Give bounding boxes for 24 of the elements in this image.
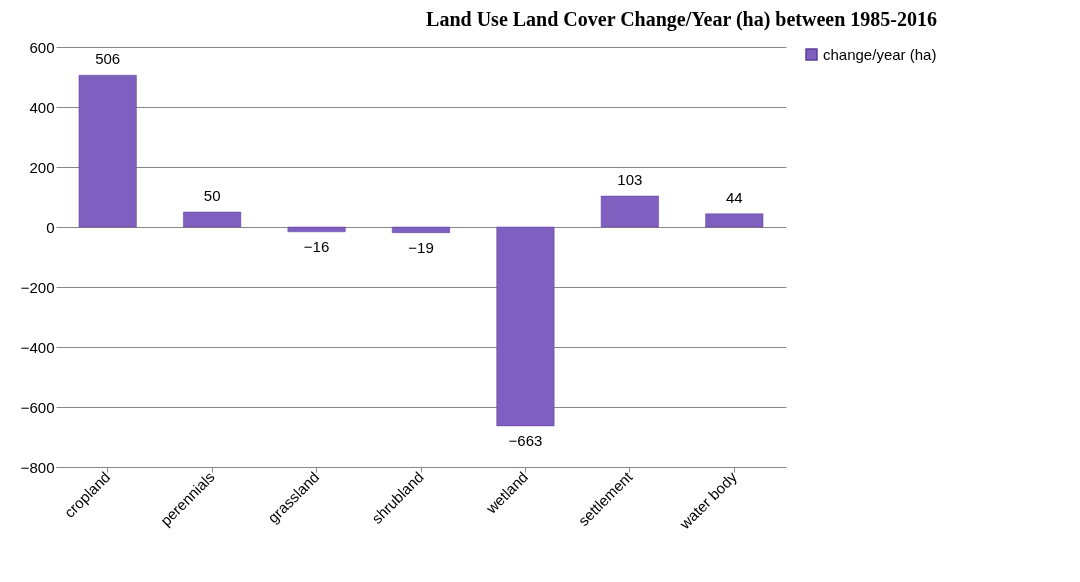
y-tick-label: −800	[20, 458, 55, 476]
y-tick-label: 0	[46, 218, 55, 236]
data-label: 44	[725, 188, 743, 206]
chart-title: Land Use Land Cover Change/Year (ha) between 1985-2016	[426, 8, 937, 31]
data-label: −16	[303, 237, 330, 255]
data-label: −19	[408, 238, 434, 256]
y-tick-label: −600	[20, 398, 55, 416]
data-label: 50	[203, 187, 221, 204]
data-label: −663	[508, 431, 543, 449]
bar	[287, 226, 346, 233]
y-tick-label: 200	[29, 158, 55, 176]
bar	[392, 226, 450, 233]
bar	[183, 211, 242, 228]
bar	[78, 74, 137, 228]
bar	[600, 195, 659, 228]
y-tick-label: 400	[29, 98, 55, 116]
y-tick-label: 600	[29, 38, 55, 56]
y-tick-label: −400	[20, 338, 55, 356]
bar	[705, 213, 764, 228]
data-label: 506	[95, 50, 121, 68]
data-label: 103	[617, 171, 643, 189]
bar	[496, 226, 555, 427]
y-tick-label: −200	[20, 278, 55, 296]
legend-label: change/year (ha)	[823, 45, 937, 63]
